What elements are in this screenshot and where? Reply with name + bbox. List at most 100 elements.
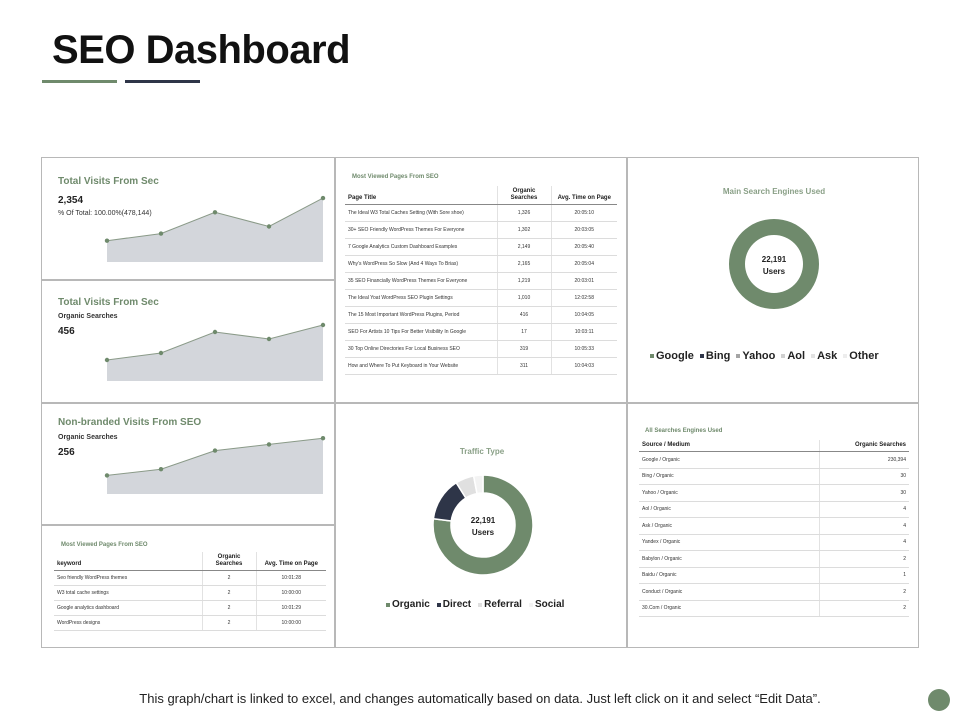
- legend-swatch: [699, 354, 704, 358]
- table-cell: 2: [818, 550, 909, 568]
- table-cell: Google / Organic: [639, 451, 819, 469]
- table-cell: 30 Top Online Directories For Local Busi…: [345, 340, 497, 358]
- table-cell: 10:01:28: [255, 570, 326, 586]
- table-cell: Aol / Organic: [639, 501, 819, 518]
- table-row: Ask / Organic 4: [639, 517, 909, 535]
- card-value: 2,354: [58, 195, 84, 206]
- data-point: [212, 329, 218, 335]
- col-header: Avg. Time on Page: [550, 186, 617, 205]
- nonbranded-card[interactable]: Non-branded Visits From SEO Organic Sear…: [41, 403, 335, 525]
- col-header: Source / Medium: [639, 440, 819, 452]
- donut-center-value: 22,191: [762, 255, 787, 264]
- legend-swatch: [811, 354, 816, 358]
- table-cell: The Ideal W3 Total Caches Setting (With …: [345, 204, 497, 222]
- table-cell: 30+ SEO Friendly WordPress Themes For Ev…: [345, 221, 497, 239]
- footer-note: This graph/chart is linked to excel, and…: [139, 691, 821, 706]
- data-point: [320, 322, 326, 328]
- table-header-row: Page Title Organic Searches Avg. Time on…: [345, 186, 617, 205]
- table-cell: 20:03:01: [550, 272, 617, 290]
- legend-swatch: [386, 602, 390, 607]
- card-title: Non-branded Visits From SEO: [58, 417, 202, 428]
- table-cell: Google analytics dashboard: [54, 600, 202, 616]
- table-cell: Yahoo / Organic: [639, 484, 819, 502]
- table-cell: 4: [818, 534, 909, 551]
- data-point: [104, 238, 110, 243]
- keyword-table: keyword Organic Searches Avg. Time on Pa…: [54, 552, 326, 631]
- table-cell: W3 total cache settings: [54, 585, 202, 601]
- table-row: Why's WordPress So Slow (And 4 Ways To B…: [345, 255, 617, 273]
- table-cell: How and Where To Put Keyboard in Your We…: [345, 357, 497, 375]
- table-cell: 30.Com / Organic: [639, 600, 819, 617]
- legend-label: Bing: [705, 350, 731, 362]
- table-row: 30+ SEO Friendly WordPress Themes For Ev…: [345, 221, 617, 239]
- table-cell: 416: [496, 306, 551, 324]
- title-underline-green: [42, 80, 117, 83]
- data-point: [266, 224, 272, 229]
- donut-center-value: 22,191: [471, 516, 496, 525]
- slice-organic: [432, 474, 534, 576]
- table-cell: 10:04:05: [550, 306, 617, 324]
- table-cell: WordPress designs: [54, 615, 202, 631]
- table-cell: The 15 Most Important WordPress Plugins,…: [345, 306, 497, 324]
- legend-label: Direct: [442, 599, 472, 610]
- table-cell: 1,302: [496, 221, 551, 239]
- col-header: Page Title: [345, 186, 497, 205]
- data-point: [158, 350, 164, 356]
- legend-swatch: [650, 354, 654, 358]
- col-header: Organic Searches: [496, 186, 551, 205]
- top-pages-table: Page Title Organic Searches Avg. Time on…: [345, 186, 617, 375]
- page-title: SEO Dashboard: [52, 28, 351, 72]
- table-cell: 1: [818, 567, 909, 584]
- top-pages-card: Most Viewed Pages From SEO Page Title Or…: [335, 157, 627, 403]
- table-cell: 10:00:00: [255, 615, 326, 631]
- table-header-row: keyword Organic Searches Avg. Time on Pa…: [54, 552, 326, 571]
- table-cell: 10:00:00: [255, 585, 326, 601]
- table-row: Babylon / Organic 2: [639, 550, 909, 568]
- col-header: Organic Searches: [201, 552, 256, 571]
- table-cell: 20:05:40: [550, 238, 617, 256]
- table-row: W3 total cache settings 2 10:00:00: [54, 585, 326, 601]
- table-cell: SEO For Artists 10 Tips For Better Visib…: [345, 323, 497, 341]
- legend-swatch: [736, 354, 741, 358]
- table-cell: 10:01:29: [255, 600, 326, 616]
- traffic-type-card[interactable]: Traffic Type 22,191 Users Organic Direct Re…: [335, 403, 627, 648]
- card-title: Total Visits From Sec: [58, 176, 159, 187]
- table-cell: 2: [201, 600, 256, 616]
- visits-card-1[interactable]: Total Visits From Sec 2,354 % Of Total: …: [41, 157, 335, 280]
- table-cell: 1,326: [496, 204, 551, 222]
- table-cell: 10:05:33: [550, 340, 617, 358]
- card-subtitle: Organic Searches: [58, 434, 118, 441]
- legend-swatch: [843, 354, 848, 358]
- col-header: Avg. Time on Page: [255, 552, 326, 571]
- data-point: [320, 436, 326, 441]
- legend-swatch: [478, 602, 483, 607]
- table-row: Bing / Organic 30: [639, 468, 909, 485]
- legend-item-social: Social: [528, 599, 564, 610]
- table-row: Yahoo / Organic 30: [639, 484, 909, 502]
- area-fill: [107, 438, 323, 494]
- table-cell: 2,165: [496, 255, 551, 273]
- card-value: 456: [58, 326, 75, 337]
- traffic-type-donut: 22,191 Users: [432, 474, 534, 576]
- table-cell: The Ideal Yoat WordPress SEO Plugin Sett…: [345, 289, 497, 307]
- table-cell: 10:04:03: [550, 357, 617, 375]
- table-cell: 311: [496, 357, 551, 375]
- title-underline-dark: [125, 80, 200, 83]
- table-cell: 4: [818, 517, 909, 535]
- table-cell: Conduct / Organic: [639, 583, 819, 601]
- chart-title: Main Search Engines Used: [722, 187, 826, 196]
- table-row: 30 Top Online Directories For Local Busi…: [345, 340, 617, 358]
- table-row: Aol / Organic 4: [639, 501, 909, 518]
- search-engines-card[interactable]: Main Search Engines Used 22,191 Users Goo…: [627, 157, 919, 403]
- data-point: [212, 448, 218, 453]
- table-row: The 15 Most Important WordPress Plugins,…: [345, 306, 617, 324]
- table-cell: 4: [818, 501, 909, 518]
- table-cell: 1,010: [496, 289, 551, 307]
- legend-item-yahoo: Yahoo: [736, 350, 775, 362]
- accent-dot: [928, 689, 950, 711]
- table-title: All Searches Engines Used: [645, 428, 723, 434]
- donut-center-label: Users: [472, 528, 495, 537]
- card-value: 256: [58, 447, 75, 458]
- visits-card-2[interactable]: Total Visits From Sec Organic Searches 4…: [41, 280, 335, 403]
- table-cell: 30: [818, 484, 909, 502]
